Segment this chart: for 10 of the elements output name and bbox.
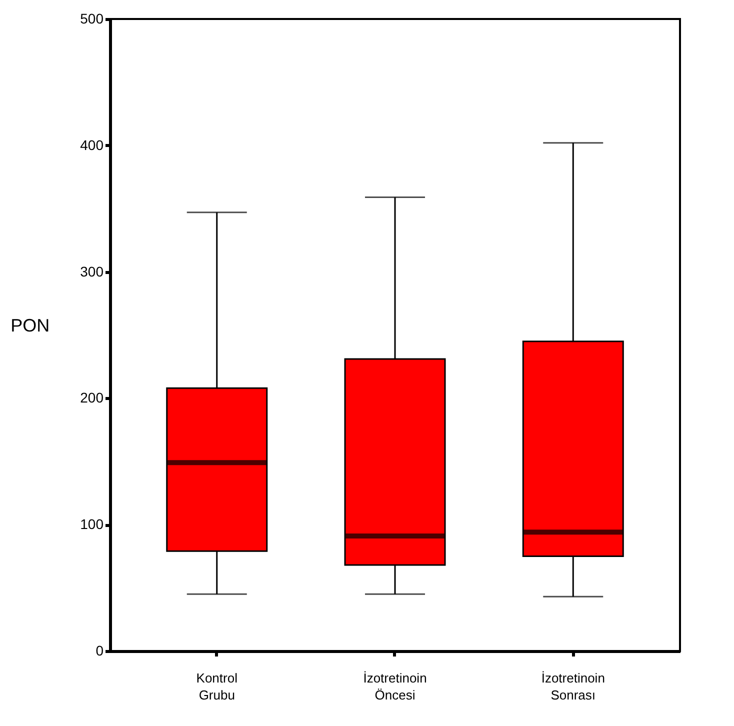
x-tick-label: Kontrol Grubu: [196, 670, 238, 702]
x-tick-label: İzotretinoin Sonrası: [541, 670, 605, 702]
y-tick-label: 300: [80, 263, 104, 280]
y-tick-label: 200: [80, 390, 104, 406]
y-axis-title: PON: [10, 316, 50, 336]
y-tick-label: 400: [80, 136, 104, 153]
x-tick-label: İzotretinoin Öncesi: [363, 670, 427, 702]
y-tick-label: 100: [80, 516, 104, 532]
y-tick-label: 0: [96, 642, 104, 658]
y-tick-label: 500: [80, 10, 104, 26]
